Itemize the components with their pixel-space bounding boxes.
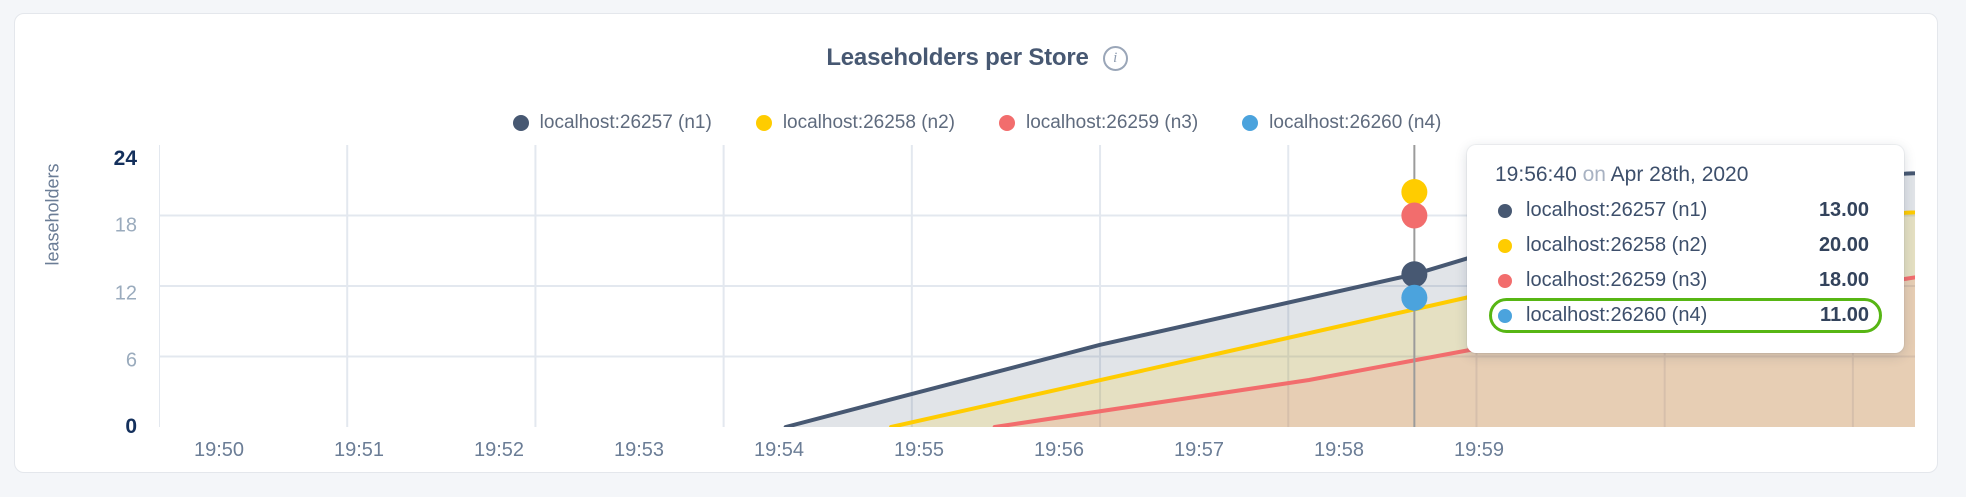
x-axis-tick-label: 19:57 — [1173, 439, 1225, 461]
tooltip-row-n2: localhost:26258 (n2) 20.00 — [1489, 228, 1882, 263]
tooltip-row-n4: localhost:26260 (n4) 11.00 — [1489, 298, 1882, 333]
legend-dot-icon — [999, 115, 1015, 131]
legend-item-label: localhost:26260 (n4) — [1269, 112, 1442, 133]
tooltip-rows: localhost:26257 (n1) 13.00 localhost:26258… — [1489, 193, 1882, 333]
y-axis-tick-label: 24 — [113, 147, 137, 170]
x-axis-tick-label: 19:54 — [753, 439, 805, 461]
legend-item-label: localhost:26258 (n2) — [782, 112, 955, 133]
tooltip-series-dot-icon — [1498, 238, 1512, 253]
tooltip-series-value: 20.00 — [1818, 234, 1869, 256]
legend-item-n4[interactable]: localhost:26260 (n4) — [1242, 112, 1441, 134]
y-axis-tick-label: 12 — [114, 282, 137, 305]
tooltip-series-dot-icon — [1498, 203, 1512, 218]
legend-dot-icon — [755, 115, 772, 131]
tooltip-series-label: localhost:26257 (n1) — [1526, 199, 1708, 221]
tooltip-series-value: 11.00 — [1820, 304, 1869, 326]
y-axis-ticks: 24 18 12 6 0 — [77, 14, 137, 474]
legend-item-n3[interactable]: localhost:26259 (n3) — [999, 112, 1198, 134]
x-axis-tick-label: 19:56 — [1033, 439, 1085, 461]
legend-dot-icon — [1242, 115, 1259, 131]
legend-item-label: localhost:26257 (n1) — [539, 112, 712, 133]
tooltip-date: Apr 28th, 2020 — [1610, 163, 1749, 186]
x-axis-tick-label: 19:53 — [613, 439, 665, 461]
info-icon[interactable]: i — [1102, 45, 1128, 71]
legend-item-n1[interactable]: localhost:26257 (n1) — [512, 112, 712, 134]
y-axis-tick-label: 0 — [125, 415, 137, 438]
legend-item-label: localhost:26259 (n3) — [1026, 112, 1199, 133]
tooltip-series-label: localhost:26259 (n3) — [1526, 269, 1708, 291]
chart-legend: localhost:26257 (n1) localhost:26258 (n2)… — [15, 112, 1939, 134]
page-title: Leaseholders per Store — [826, 44, 1089, 71]
hover-tooltip: 19:56:40 on Apr 28th, 2020 localhost:262… — [1467, 145, 1904, 353]
tooltip-on-word: on — [1582, 163, 1606, 186]
chart-header: Leaseholders per Store i — [15, 44, 1939, 72]
x-axis-tick-label: 19:52 — [473, 439, 525, 461]
x-axis-tick-label: 19:51 — [333, 439, 385, 461]
y-axis-tick-label: 18 — [114, 214, 137, 237]
x-axis-tick-label: 19:55 — [893, 439, 945, 461]
x-axis-tick-label: 19:59 — [1453, 439, 1505, 461]
tooltip-series-dot-icon — [1498, 308, 1512, 323]
tooltip-row-n1: localhost:26257 (n1) 13.00 — [1489, 193, 1882, 228]
x-axis-tick-label: 19:58 — [1313, 439, 1365, 461]
tooltip-time: 19:56:40 — [1495, 163, 1577, 186]
legend-item-n2[interactable]: localhost:26258 (n2) — [755, 112, 955, 134]
tooltip-series-value: 13.00 — [1818, 199, 1869, 221]
tooltip-series-dot-icon — [1498, 273, 1512, 288]
legend-dot-icon — [512, 115, 529, 131]
tooltip-row-n3: localhost:26259 (n3) 18.00 — [1489, 263, 1882, 298]
y-axis-title: leaseholders — [42, 163, 63, 266]
tooltip-series-label: localhost:26260 (n4) — [1526, 304, 1708, 326]
tooltip-series-value: 18.00 — [1818, 269, 1869, 291]
tooltip-series-label: localhost:26258 (n2) — [1526, 234, 1708, 256]
x-axis-tick-label: 19:50 — [193, 439, 245, 461]
y-axis-tick-label: 6 — [125, 349, 137, 372]
chart-card: Leaseholders per Store i localhost:26257… — [14, 13, 1938, 473]
tooltip-timestamp: 19:56:40 on Apr 28th, 2020 — [1489, 163, 1882, 187]
